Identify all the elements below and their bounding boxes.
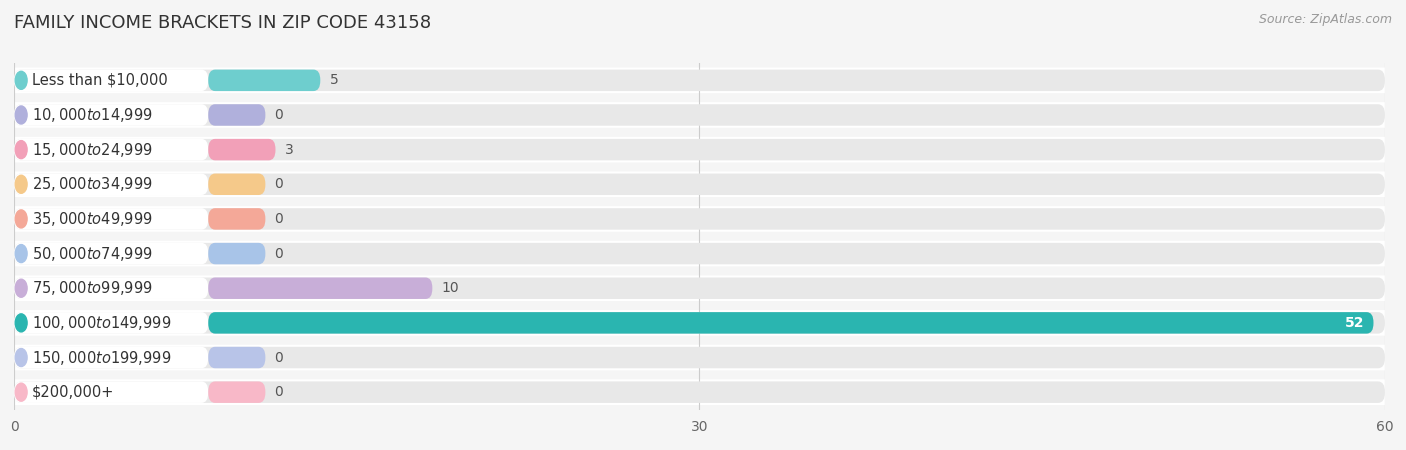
Text: 5: 5 <box>329 73 339 87</box>
Circle shape <box>15 279 27 297</box>
Text: $10,000 to $14,999: $10,000 to $14,999 <box>32 106 152 124</box>
FancyBboxPatch shape <box>14 278 1385 299</box>
FancyBboxPatch shape <box>14 104 1385 126</box>
FancyBboxPatch shape <box>14 70 208 91</box>
FancyBboxPatch shape <box>14 347 208 368</box>
FancyBboxPatch shape <box>208 208 266 230</box>
Text: 0: 0 <box>274 177 283 191</box>
FancyBboxPatch shape <box>14 70 1385 91</box>
FancyBboxPatch shape <box>14 208 208 230</box>
Circle shape <box>15 175 27 194</box>
FancyBboxPatch shape <box>14 382 208 403</box>
FancyBboxPatch shape <box>14 139 208 160</box>
FancyBboxPatch shape <box>14 174 1385 195</box>
FancyBboxPatch shape <box>208 312 1374 333</box>
FancyBboxPatch shape <box>14 312 1385 333</box>
FancyBboxPatch shape <box>14 171 1385 197</box>
Text: $200,000+: $200,000+ <box>32 385 114 400</box>
Text: $50,000 to $74,999: $50,000 to $74,999 <box>32 245 152 263</box>
Circle shape <box>15 71 27 90</box>
Text: $75,000 to $99,999: $75,000 to $99,999 <box>32 279 152 297</box>
Text: Less than $10,000: Less than $10,000 <box>32 73 167 88</box>
Circle shape <box>15 106 27 124</box>
FancyBboxPatch shape <box>208 174 266 195</box>
Text: Source: ZipAtlas.com: Source: ZipAtlas.com <box>1258 14 1392 27</box>
FancyBboxPatch shape <box>208 104 266 126</box>
Text: $15,000 to $24,999: $15,000 to $24,999 <box>32 140 152 159</box>
FancyBboxPatch shape <box>14 208 1385 230</box>
Text: $100,000 to $149,999: $100,000 to $149,999 <box>32 314 172 332</box>
Circle shape <box>15 348 27 367</box>
FancyBboxPatch shape <box>208 382 266 403</box>
FancyBboxPatch shape <box>14 104 208 126</box>
Text: 0: 0 <box>274 247 283 261</box>
Text: 0: 0 <box>274 385 283 399</box>
Text: FAMILY INCOME BRACKETS IN ZIP CODE 43158: FAMILY INCOME BRACKETS IN ZIP CODE 43158 <box>14 14 432 32</box>
Text: 0: 0 <box>274 108 283 122</box>
FancyBboxPatch shape <box>14 174 208 195</box>
Circle shape <box>15 383 27 401</box>
FancyBboxPatch shape <box>14 137 1385 162</box>
FancyBboxPatch shape <box>14 206 1385 232</box>
Circle shape <box>15 210 27 228</box>
FancyBboxPatch shape <box>208 278 433 299</box>
FancyBboxPatch shape <box>14 139 1385 160</box>
FancyBboxPatch shape <box>14 102 1385 128</box>
FancyBboxPatch shape <box>14 278 208 299</box>
Text: 0: 0 <box>274 351 283 364</box>
Text: $150,000 to $199,999: $150,000 to $199,999 <box>32 348 172 366</box>
Text: 3: 3 <box>284 143 294 157</box>
FancyBboxPatch shape <box>14 243 208 264</box>
FancyBboxPatch shape <box>14 68 1385 93</box>
Text: $25,000 to $34,999: $25,000 to $34,999 <box>32 176 152 194</box>
FancyBboxPatch shape <box>14 275 1385 301</box>
FancyBboxPatch shape <box>208 347 266 368</box>
FancyBboxPatch shape <box>14 382 1385 403</box>
FancyBboxPatch shape <box>208 139 276 160</box>
FancyBboxPatch shape <box>14 310 1385 336</box>
FancyBboxPatch shape <box>14 379 1385 405</box>
FancyBboxPatch shape <box>208 243 266 264</box>
FancyBboxPatch shape <box>208 70 321 91</box>
Circle shape <box>15 314 27 332</box>
FancyBboxPatch shape <box>14 345 1385 370</box>
Circle shape <box>15 140 27 159</box>
Text: 0: 0 <box>274 212 283 226</box>
FancyBboxPatch shape <box>14 312 208 333</box>
Circle shape <box>15 244 27 263</box>
Text: 10: 10 <box>441 281 460 295</box>
FancyBboxPatch shape <box>14 241 1385 266</box>
Text: $35,000 to $49,999: $35,000 to $49,999 <box>32 210 152 228</box>
FancyBboxPatch shape <box>14 243 1385 264</box>
Text: 52: 52 <box>1346 316 1364 330</box>
FancyBboxPatch shape <box>14 347 1385 368</box>
